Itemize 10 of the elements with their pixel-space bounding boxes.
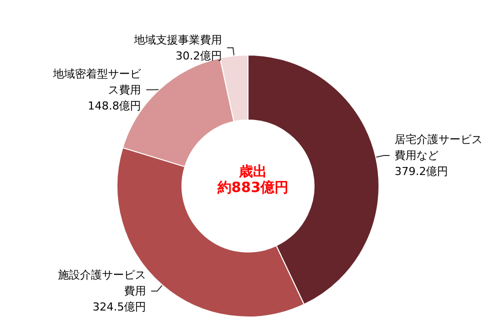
data-label: 148.8億円 (88, 99, 142, 112)
text: 約883億円 (216, 179, 289, 196)
data-label: 30.2億円 (176, 49, 222, 62)
data-label: 324.5億円 (92, 300, 146, 314)
slice-label: 地域支援事業費用 (133, 33, 222, 46)
text: 歳出 (238, 164, 267, 180)
slice-label: 居宅介護サービス費用など (394, 133, 483, 162)
slice-label: 施設介護サービス費用 (58, 268, 146, 298)
data-label: 379.2億円 (394, 165, 448, 178)
slice-label: 地域密着型サービス費用 (52, 67, 142, 96)
